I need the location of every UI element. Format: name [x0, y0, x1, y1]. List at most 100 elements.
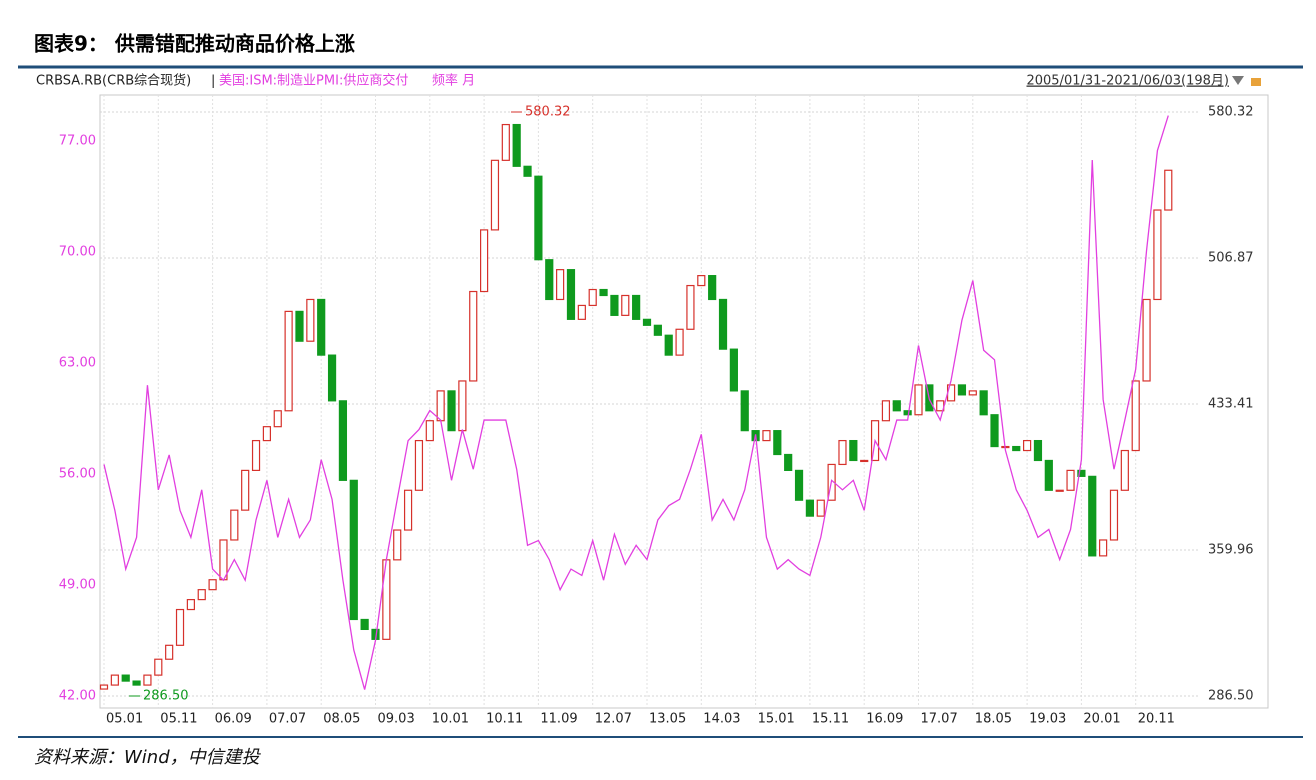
candle-body — [480, 229, 489, 293]
x-tick-label: 20.11 — [1138, 712, 1175, 727]
x-tick-label: 09.03 — [378, 712, 415, 727]
candle-body — [186, 598, 195, 611]
candle-body — [241, 469, 250, 511]
candle-body — [414, 439, 424, 491]
x-tick-label: 18.05 — [975, 712, 1012, 727]
candle-body — [849, 439, 858, 462]
y2-tick-label: 433.41 — [1208, 396, 1254, 411]
candle-body — [1120, 449, 1129, 491]
x-tick-label: 15.11 — [812, 712, 849, 727]
candle-body — [979, 390, 988, 416]
candle-body — [393, 529, 402, 561]
candle-body — [121, 674, 130, 682]
y-tick-label: 56.00 — [59, 466, 96, 481]
candle-body — [675, 328, 684, 356]
candle-body — [1066, 469, 1075, 491]
candle-body — [425, 420, 434, 442]
x-tick-label: 05.01 — [106, 712, 143, 727]
candle-body — [686, 284, 695, 330]
y-tick-label: 70.00 — [59, 244, 96, 259]
candle-body — [653, 324, 662, 336]
candle-body — [284, 310, 293, 412]
candle-body — [469, 290, 478, 382]
candle-body — [447, 390, 456, 432]
x-tick-label: 16.09 — [866, 712, 903, 727]
candle-body — [501, 123, 510, 161]
candle-body — [360, 618, 369, 631]
candle-body — [1044, 459, 1053, 491]
candle-body — [490, 159, 500, 231]
candle-body — [1088, 475, 1097, 557]
pmi-line — [103, 115, 1169, 690]
y2-tick-label: 506.87 — [1208, 250, 1254, 265]
candle-body — [273, 410, 282, 428]
candle-body — [762, 430, 771, 442]
candle-body — [566, 269, 576, 320]
date-range: 2005/01/31-2021/06/03(198月) — [1026, 74, 1229, 89]
candle-body — [262, 426, 271, 442]
candle-body — [349, 479, 358, 621]
candle-body — [327, 354, 337, 402]
x-tick-label: 19.03 — [1029, 712, 1066, 727]
candle-body — [1164, 169, 1173, 211]
candle-body — [664, 334, 673, 356]
candle-body — [512, 123, 521, 167]
candle-body — [729, 348, 738, 392]
candle-body — [382, 559, 391, 640]
candle-body — [968, 390, 977, 396]
x-tick-label: 20.01 — [1083, 712, 1120, 727]
x-tick-label: 11.09 — [540, 712, 577, 727]
candle-body — [1033, 439, 1043, 462]
candle-body — [642, 318, 652, 326]
candle-body — [805, 499, 815, 517]
candle-body — [1142, 298, 1151, 382]
candle-body — [816, 499, 825, 517]
candle-body — [99, 684, 109, 690]
candle-body — [197, 589, 206, 601]
candle-body — [957, 384, 967, 396]
candle-body — [794, 469, 804, 501]
y-tick-label: 77.00 — [59, 133, 96, 148]
y-tick-label: 63.00 — [59, 355, 96, 370]
x-tick-label: 06.09 — [215, 712, 252, 727]
candle-body — [914, 384, 923, 416]
candle-body — [1055, 489, 1064, 492]
chart-title: 图表9： 供需错配推动商品价格上涨 — [34, 32, 355, 56]
candle-body — [903, 410, 912, 416]
y2-tick-label: 580.32 — [1208, 104, 1254, 119]
y2-tick-label: 286.50 — [1208, 688, 1254, 703]
candle-body — [1012, 445, 1021, 452]
candle-body — [773, 430, 782, 456]
candle-body — [458, 380, 467, 432]
dropdown-icon[interactable] — [1232, 76, 1244, 85]
candle-body — [1109, 489, 1119, 541]
lock-icon[interactable] — [1251, 78, 1261, 86]
plot-frame — [99, 94, 1269, 709]
candle-body — [230, 509, 239, 541]
annotation: 580.32 — [525, 104, 571, 119]
candle-body — [175, 608, 185, 646]
y2-tick-label: 359.96 — [1208, 542, 1254, 557]
candle-body — [599, 288, 608, 297]
candle-body — [1099, 539, 1108, 557]
candle-body — [556, 269, 565, 301]
candle-body — [1153, 209, 1162, 301]
candle-body — [143, 674, 152, 686]
series-name: CRBSA.RB(CRB综合现货) — [36, 73, 191, 89]
candle-body — [740, 390, 749, 432]
x-tick-label: 08.05 — [323, 712, 360, 727]
y-tick-label: 49.00 — [59, 577, 96, 592]
x-tick-label: 10.11 — [486, 712, 523, 727]
legend-entry: 美国:ISM:制造业PMI:供应商交付 — [219, 73, 408, 89]
candle-body — [154, 658, 163, 676]
candle-body — [708, 275, 717, 301]
x-tick-label: 13.05 — [649, 712, 686, 727]
candle-body — [523, 165, 532, 177]
candle-body — [610, 294, 619, 316]
separator: | — [211, 74, 215, 89]
candle-body — [436, 390, 445, 422]
candle-body — [990, 414, 999, 448]
candle-body — [534, 175, 543, 261]
